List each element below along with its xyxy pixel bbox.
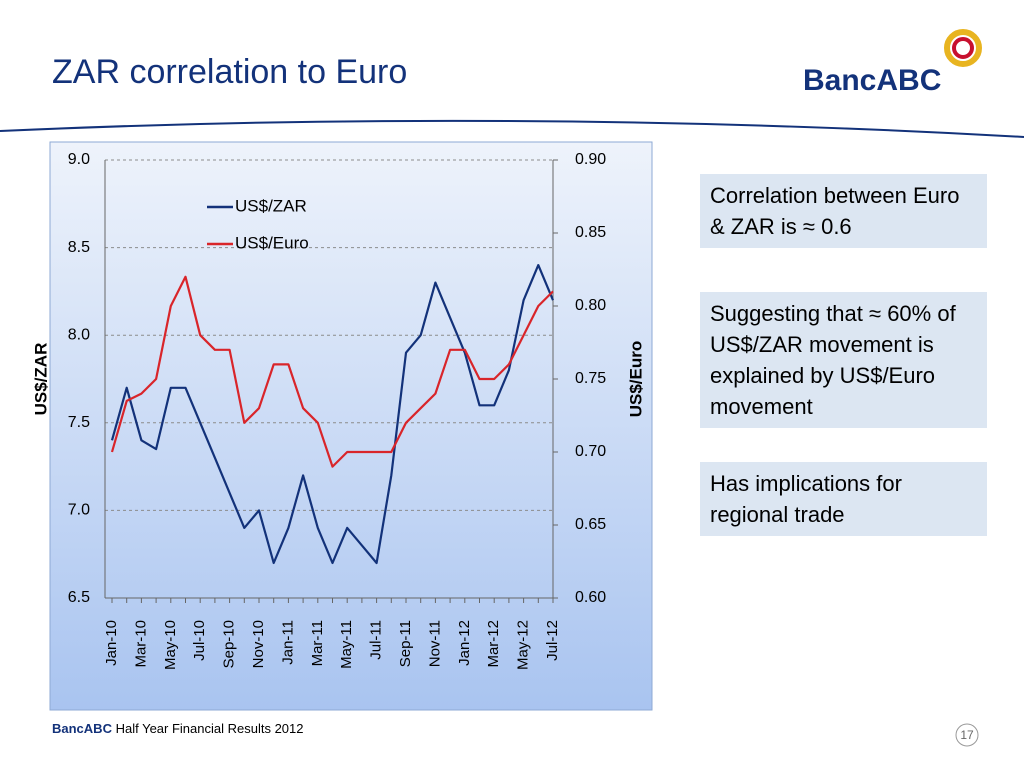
footer-text: Half Year Financial Results 2012 [116, 721, 304, 736]
callout: Suggesting that ≈ 60% of US$/ZAR movemen… [700, 292, 987, 428]
y2-tick-label: 0.70 [575, 443, 606, 460]
x-tick-label: Nov-11 [426, 620, 443, 667]
callout: Correlation between Euro & ZAR is ≈ 0.6 [700, 174, 987, 248]
logo-ring [944, 29, 982, 67]
footer: BancABC Half Year Financial Results 2012 [52, 721, 303, 736]
y-tick-label: 8.5 [68, 239, 90, 256]
y-tick-label: 7.5 [68, 414, 90, 431]
page-number: 17 [960, 728, 974, 742]
x-tick-label: Sep-10 [221, 620, 238, 668]
x-tick-label: Nov-10 [250, 620, 267, 668]
y-tick-label: 8.0 [68, 326, 90, 343]
x-tick-label: Jan-11 [279, 620, 296, 665]
y2-tick-label: 0.75 [575, 370, 606, 387]
y-tick-label: 6.5 [68, 589, 90, 606]
x-tick-label: Mar-12 [485, 620, 502, 668]
x-tick-label: Jan-12 [456, 620, 473, 666]
x-tick-label: Mar-11 [309, 620, 326, 666]
page-circle [955, 723, 979, 747]
y-axis-title: US$/ZAR [31, 343, 50, 416]
x-tick-label: Jul-12 [544, 620, 561, 661]
x-tick-label: Jul-10 [191, 620, 208, 661]
y2-axis-title: US$/Euro [626, 341, 645, 418]
legend-label: US$/ZAR [235, 196, 307, 215]
chart-frame [49, 141, 653, 711]
series-line [110, 264, 555, 565]
series-line [110, 275, 554, 468]
legend-label: US$/Euro [235, 233, 309, 252]
y2-tick-label: 0.65 [575, 516, 606, 533]
logo-ring-inner [952, 37, 974, 59]
plot: 6.5 7.0 7.5 8.0 8.5 9.0 0.60 0.65 0.70 0.75 0.80 0.… [31, 151, 645, 670]
x-tick-label: Mar-10 [132, 620, 149, 668]
x-tick-label: Jan-10 [103, 620, 120, 666]
y2-tick-label: 0.90 [575, 151, 606, 168]
header-line [0, 119, 1024, 138]
footer-brand: BancABC [52, 721, 113, 736]
y2-tick-label: 0.85 [575, 224, 606, 241]
x-tick-label: May-12 [515, 620, 532, 670]
y-tick-label: 7.0 [68, 502, 90, 519]
y2-tick-label: 0.60 [575, 589, 606, 606]
x-tick-label: May-11 [338, 620, 355, 669]
y2-tick-label: 0.80 [575, 297, 606, 314]
x-tick-label: Sep-11 [397, 620, 414, 667]
y-tick-label: 9.0 [68, 151, 90, 168]
slide-title: ZAR correlation to Euro [52, 53, 407, 91]
logo-text: BancABC [803, 64, 941, 97]
x-tick-label: Jul-11 [368, 620, 385, 660]
callout: Has implications for regional trade [700, 462, 987, 536]
x-tick-label: May-10 [162, 620, 179, 670]
